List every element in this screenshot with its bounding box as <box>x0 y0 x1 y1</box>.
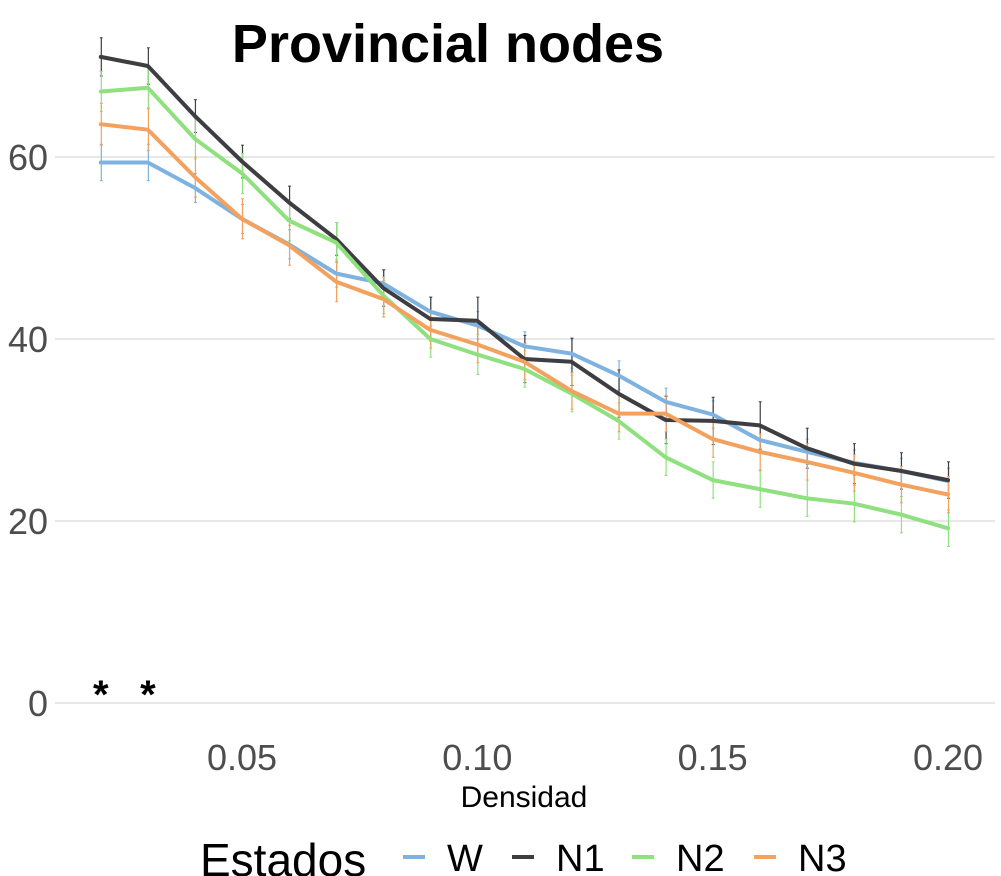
legend: Estados W N1 N2 N3 <box>200 834 847 876</box>
series-line-w <box>98 160 950 483</box>
x-tick-label: 0.20 <box>913 737 983 778</box>
x-tick-labels: 0.05 0.10 0.15 0.20 <box>207 737 983 778</box>
significance-asterisk: * <box>93 673 109 717</box>
y-tick-label: 40 <box>8 319 48 360</box>
x-tick-label: 0.15 <box>678 737 748 778</box>
gridlines <box>55 156 995 704</box>
significance-asterisk: * <box>140 673 156 717</box>
x-tick-label: 0.10 <box>442 737 512 778</box>
error-bars <box>99 37 950 547</box>
x-tick-label: 0.05 <box>207 737 277 778</box>
y-tick-label: 0 <box>28 683 48 724</box>
y-tick-labels: 0 20 40 60 <box>8 137 48 724</box>
y-tick-label: 60 <box>8 137 48 178</box>
chart-title: Provincial nodes <box>232 14 664 74</box>
series-line-n3 <box>98 122 950 497</box>
legend-label-n2: N2 <box>676 838 725 876</box>
series-line-n2 <box>98 85 950 531</box>
y-tick-label: 20 <box>8 501 48 542</box>
significance-markers: * * <box>93 673 156 717</box>
series-line-n1 <box>98 54 950 483</box>
x-axis-title: Densidad <box>461 781 588 814</box>
legend-label-n1: N1 <box>556 838 605 876</box>
legend-label-n3: N3 <box>798 838 847 876</box>
legend-label-w: W <box>447 838 483 876</box>
legend-title: Estados <box>200 834 366 876</box>
series-lines <box>98 54 950 531</box>
